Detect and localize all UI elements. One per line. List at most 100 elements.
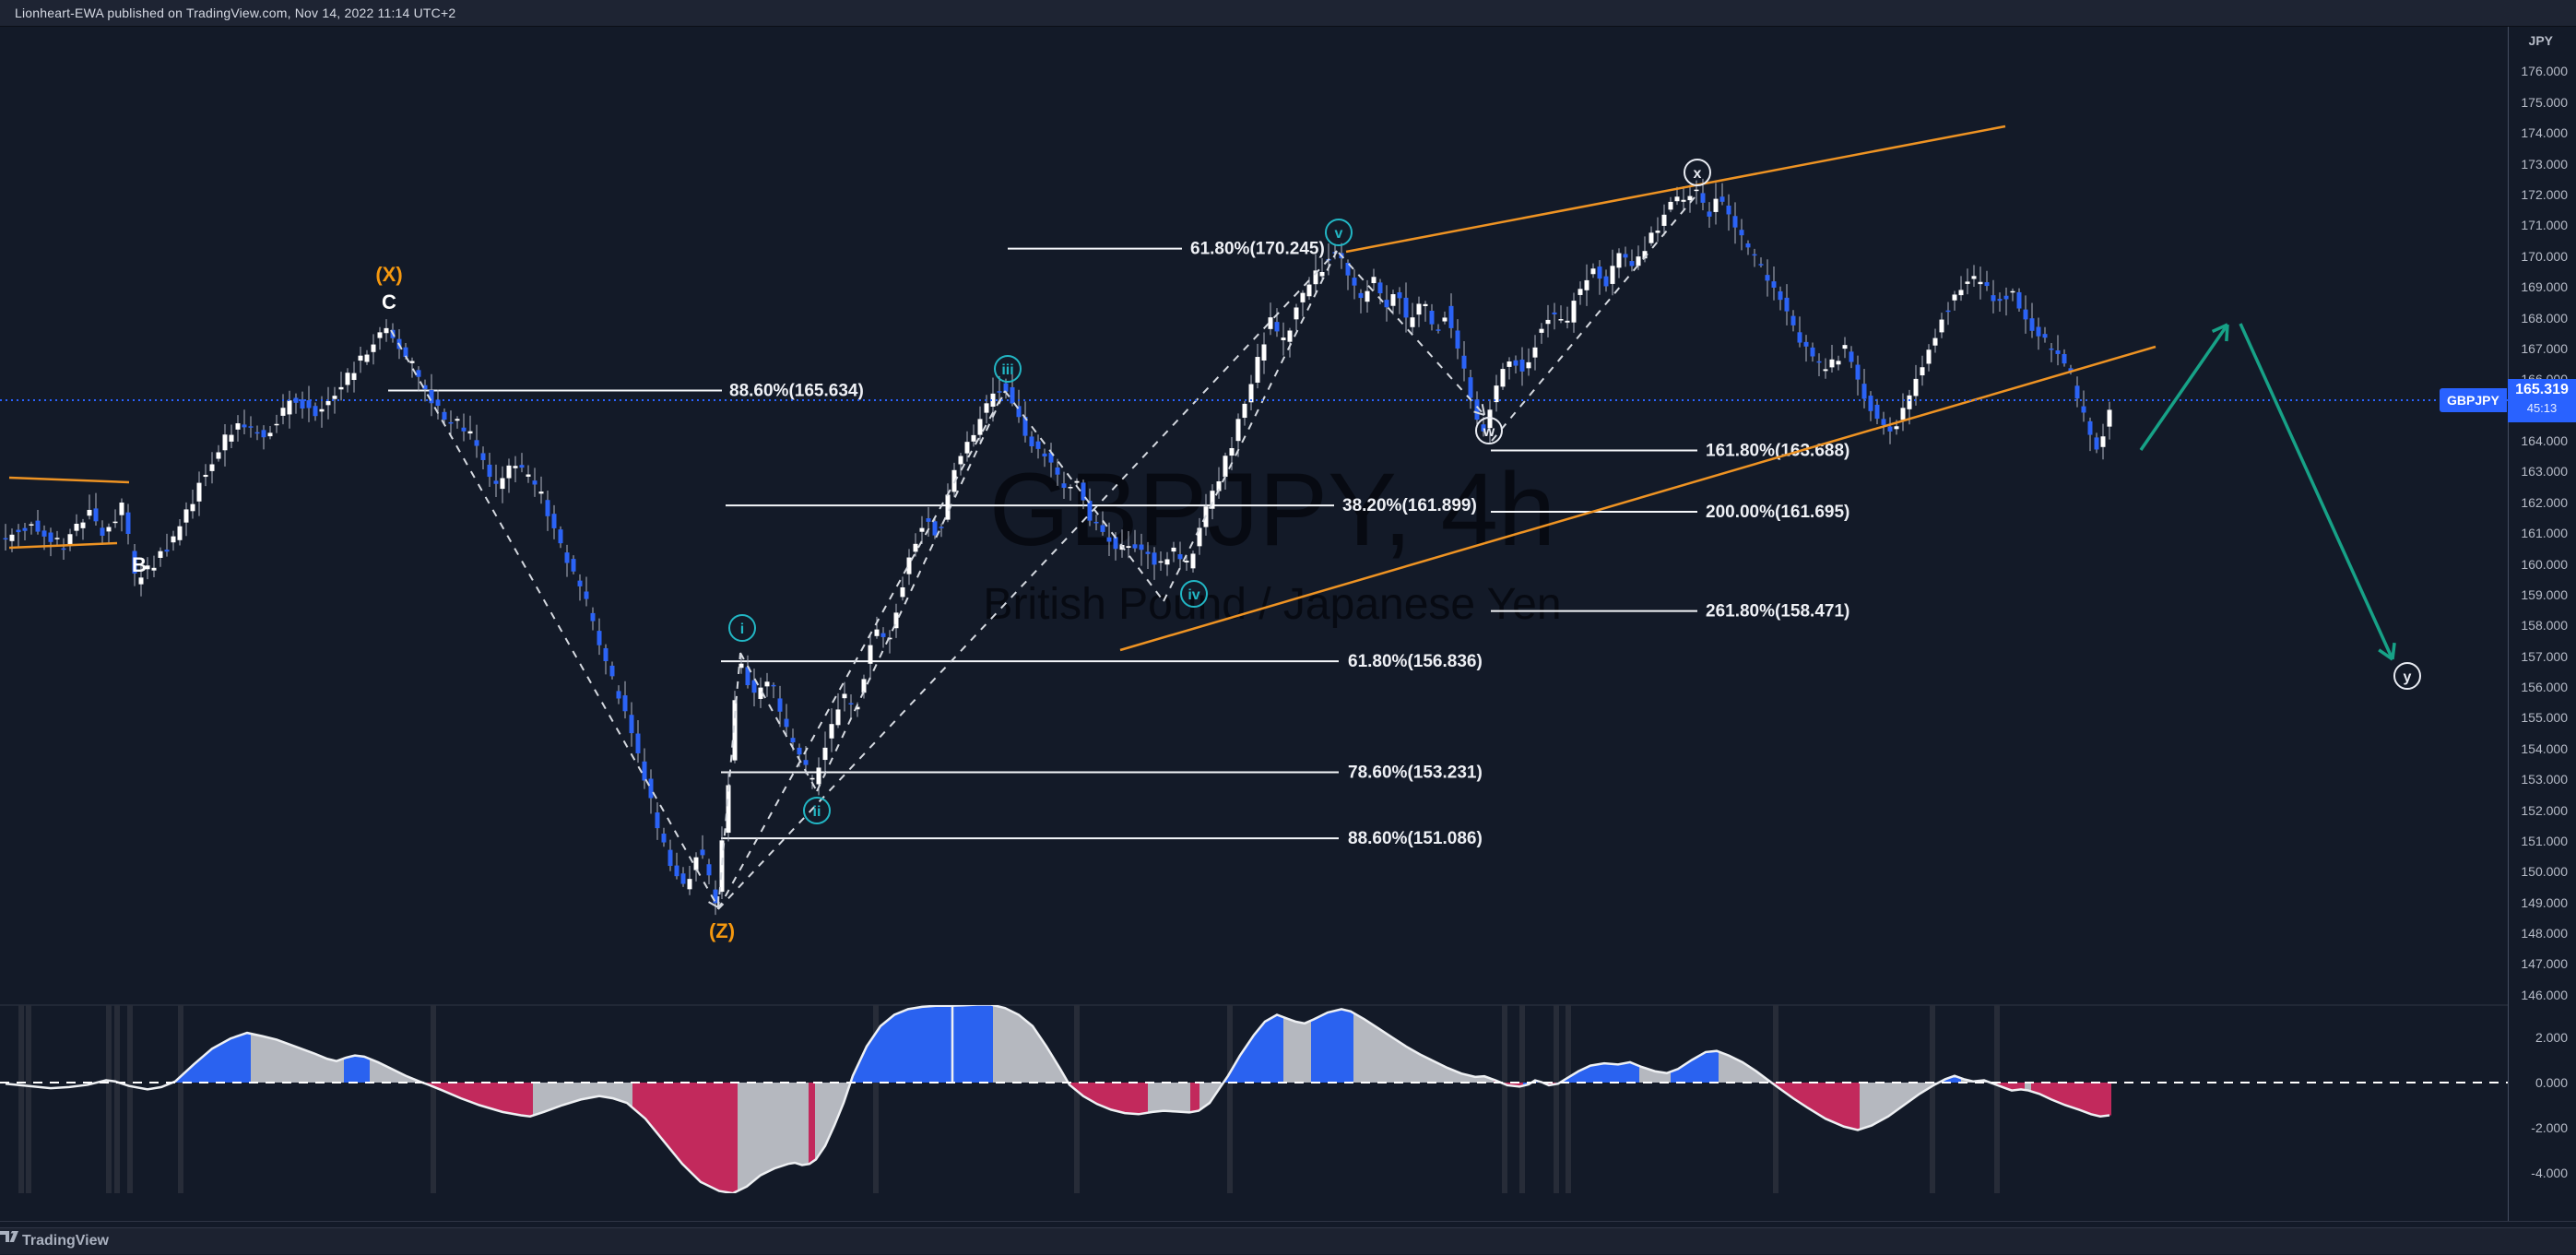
price-axis[interactable]: JPY 146.000 147.000 148.000 149.000 150.000 1… bbox=[2508, 26, 2576, 1226]
svg-text:v: v bbox=[1335, 226, 1343, 242]
session-stripe bbox=[106, 1005, 112, 1193]
oscillator-fill-segment bbox=[344, 1056, 370, 1083]
fib-level-label: 61.80%(156.836) bbox=[1348, 652, 1483, 671]
price-tick-label: 163.000 bbox=[2521, 464, 2568, 479]
svg-text:ii: ii bbox=[813, 804, 821, 820]
oscillator-fill-segment bbox=[175, 1033, 251, 1083]
projection-arrows[interactable] bbox=[2141, 324, 2394, 659]
session-stripe bbox=[114, 1005, 120, 1193]
wave-dashed-lines[interactable] bbox=[391, 197, 1695, 909]
last-price-label: 165.319 45:13 bbox=[2508, 379, 2576, 422]
oscillator-tick-label: -4.000 bbox=[2531, 1166, 2568, 1180]
session-stripe bbox=[1554, 1005, 1559, 1193]
price-tick-label: 148.000 bbox=[2521, 926, 2568, 941]
svg-text:x: x bbox=[1694, 166, 1702, 182]
price-tick-label: 172.000 bbox=[2521, 187, 2568, 202]
session-stripe bbox=[431, 1005, 436, 1193]
wave-text-label[interactable]: C bbox=[382, 290, 396, 314]
symbol-price-tag: GBPJPY bbox=[2440, 388, 2507, 412]
svg-text:i: i bbox=[740, 622, 744, 637]
session-stripe bbox=[26, 1005, 31, 1193]
price-tick-label: 167.000 bbox=[2521, 341, 2568, 356]
fib-level-label: 88.60%(151.086) bbox=[1348, 829, 1483, 848]
last-price-value: 165.319 bbox=[2508, 379, 2576, 401]
oscillator-tick-label: -2.000 bbox=[2531, 1120, 2568, 1135]
oscillator-fill-segment bbox=[2031, 1083, 2111, 1117]
candlestick-series[interactable] bbox=[4, 179, 2112, 915]
price-tick-label: 170.000 bbox=[2521, 249, 2568, 264]
price-tick-label: 150.000 bbox=[2521, 864, 2568, 879]
session-stripe bbox=[1074, 1005, 1080, 1193]
price-tick-label: 174.000 bbox=[2521, 125, 2568, 140]
oscillator-fill-segment bbox=[632, 1083, 738, 1193]
tradingview-brand-text[interactable]: TradingView bbox=[22, 1233, 109, 1249]
price-tick-label: 152.000 bbox=[2521, 803, 2568, 818]
publish-text: Lionheart-EWA published on TradingView.c… bbox=[0, 6, 455, 20]
session-stripe bbox=[127, 1005, 133, 1193]
price-tick-label: 164.000 bbox=[2521, 433, 2568, 448]
oscillator-fill-segment bbox=[1719, 1051, 1771, 1083]
price-tick-label: 162.000 bbox=[2521, 495, 2568, 510]
session-stripe bbox=[1519, 1005, 1525, 1193]
wave-text-label[interactable]: (X) bbox=[375, 263, 402, 286]
oscillator-fill-segment bbox=[423, 1083, 533, 1117]
price-tick-label: 154.000 bbox=[2521, 741, 2568, 756]
oscillator-tick-label: 0.000 bbox=[2535, 1075, 2568, 1090]
fib-level-label: 200.00%(161.695) bbox=[1706, 503, 1849, 522]
oscillator-fill-segment bbox=[1771, 1083, 1860, 1130]
price-tick-label: 169.000 bbox=[2521, 279, 2568, 294]
oscillator-fill-segment bbox=[1353, 1013, 1494, 1083]
fib-level-label: 261.80%(158.471) bbox=[1706, 602, 1849, 622]
fib-level-label: 88.60%(165.634) bbox=[729, 381, 864, 400]
session-stripe bbox=[1227, 1005, 1233, 1193]
wave-text-label[interactable]: (Z) bbox=[709, 919, 735, 942]
oscillator-fill-segment bbox=[993, 1005, 1067, 1083]
oscillator-fill-segment bbox=[850, 1004, 993, 1083]
oscillator-fill-segment bbox=[738, 1083, 809, 1191]
price-tick-label: 161.000 bbox=[2521, 526, 2568, 540]
price-tick-label: 153.000 bbox=[2521, 772, 2568, 787]
oscillator-outline bbox=[6, 1004, 2109, 1193]
session-stripe bbox=[178, 1005, 183, 1193]
price-tick-label: 175.000 bbox=[2521, 95, 2568, 110]
oscillator-fill-segment bbox=[1311, 1009, 1353, 1083]
price-tick-label: 151.000 bbox=[2521, 834, 2568, 848]
svg-text:y: y bbox=[2404, 669, 2412, 685]
session-stripe bbox=[1566, 1005, 1571, 1193]
session-stripe bbox=[18, 1005, 24, 1193]
oscillator-fill-segment bbox=[1190, 1083, 1199, 1112]
price-tick-label: 159.000 bbox=[2521, 587, 2568, 602]
price-tick-label: 147.000 bbox=[2521, 956, 2568, 971]
price-tick-label: 160.000 bbox=[2521, 557, 2568, 572]
fib-level-label: 38.20%(161.899) bbox=[1342, 496, 1477, 515]
fib-levels[interactable]: 61.80%(170.245) 88.60%(165.634) 38.20%(161… bbox=[388, 240, 1849, 849]
session-stripe bbox=[1773, 1005, 1778, 1193]
orange-trendlines[interactable] bbox=[9, 126, 2156, 650]
price-tick-label: 146.000 bbox=[2521, 988, 2568, 1002]
session-stripe bbox=[1930, 1005, 1935, 1193]
oscillator-fill-segment bbox=[1283, 1017, 1311, 1083]
fib-level-label: 78.60%(153.231) bbox=[1348, 763, 1483, 782]
wave-text-label[interactable]: B bbox=[132, 553, 147, 576]
oscillator-fill-segment bbox=[251, 1034, 344, 1083]
price-tick-label: 156.000 bbox=[2521, 680, 2568, 694]
oscillator-fill-segment bbox=[809, 1083, 815, 1164]
price-axis-currency-label: JPY bbox=[2529, 33, 2553, 48]
svg-text:iv: iv bbox=[1188, 587, 1199, 603]
price-tick-label: 176.000 bbox=[2521, 64, 2568, 78]
price-tick-label: 173.000 bbox=[2521, 157, 2568, 172]
price-tick-label: 158.000 bbox=[2521, 618, 2568, 633]
price-tick-label: 171.000 bbox=[2521, 218, 2568, 232]
price-tick-label: 149.000 bbox=[2521, 895, 2568, 910]
session-stripe bbox=[1502, 1005, 1507, 1193]
bar-countdown: 45:13 bbox=[2508, 401, 2576, 416]
session-stripe bbox=[1994, 1005, 2000, 1193]
oscillator-pane[interactable] bbox=[0, 1004, 2508, 1193]
svg-text:w: w bbox=[1483, 424, 1495, 440]
price-tick-label: 168.000 bbox=[2521, 311, 2568, 326]
oscillator-fill-segment bbox=[1671, 1051, 1719, 1083]
oscillator-tick-label: 2.000 bbox=[2535, 1030, 2568, 1045]
fib-level-label: 61.80%(170.245) bbox=[1190, 240, 1325, 259]
